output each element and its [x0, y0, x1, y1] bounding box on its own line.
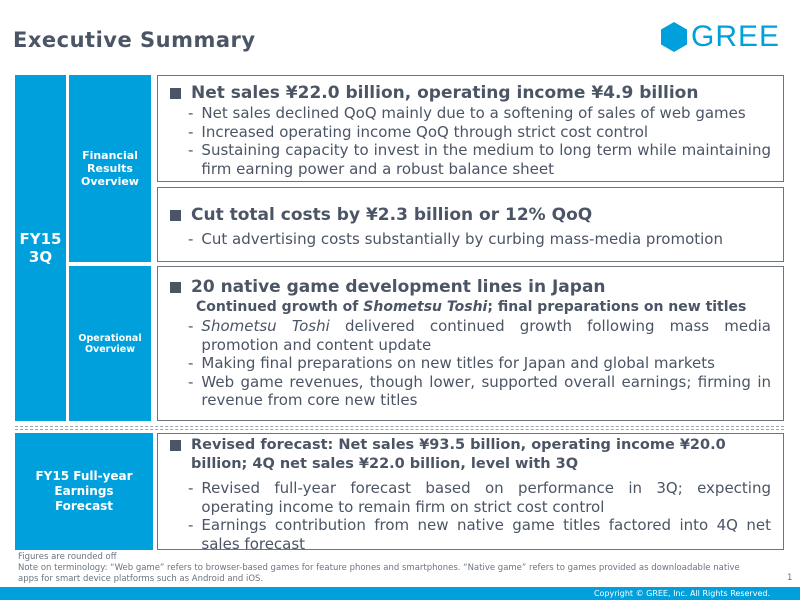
- list-item: - Shometsu Toshi delivered continued grow…: [188, 317, 771, 354]
- page-number: 1: [787, 573, 793, 583]
- square-bullet-icon: [170, 210, 181, 221]
- divider: [15, 426, 784, 427]
- gree-logo: GREE: [661, 20, 780, 54]
- cost-box: Cut total costs by ¥2.3 billion or 12% Q…: [157, 187, 784, 262]
- square-bullet-icon: [170, 282, 181, 293]
- box-heading: Cut total costs by ¥2.3 billion or 12% Q…: [191, 205, 593, 225]
- list-item: - Increased operating income QoQ through …: [188, 122, 649, 141]
- list-item: - Earnings contribution from new native g…: [188, 516, 771, 553]
- list-item: - Sustaining capacity to invest in the me…: [188, 141, 771, 178]
- list-item: - Cut advertising costs substantially by …: [188, 230, 723, 248]
- list-item: - Web game revenues, though lower, suppor…: [188, 372, 771, 410]
- logo-text: GREE: [691, 20, 781, 53]
- footnote-rounding: Figures are rounded off: [18, 552, 117, 562]
- list-item: - Revised full-year forecast based on per…: [188, 479, 771, 516]
- square-bullet-icon: [170, 440, 181, 451]
- list-item: - Making final preparations on new titles…: [188, 354, 715, 372]
- box-heading: Revised forecast: Net sales ¥93.5 billio…: [191, 437, 726, 472]
- financial-summary-box: Net sales ¥22.0 billion, operating incom…: [157, 75, 784, 182]
- divider: [15, 429, 784, 430]
- list-item: - Net sales declined QoQ mainly due to a …: [188, 104, 746, 122]
- box-heading: Net sales ¥22.0 billion, operating incom…: [191, 83, 699, 103]
- copyright-footer: Copyright © GREE, Inc. All Rights Reserv…: [0, 587, 800, 600]
- section-operational: Operational Overview: [69, 266, 151, 421]
- operational-box: 20 native game development lines in Japa…: [157, 266, 784, 421]
- box-subheading: Continued growth of Shometsu Toshi; fina…: [196, 299, 747, 315]
- footnote-terminology: Note on terminology: “Web game” refers t…: [18, 563, 740, 584]
- section-financial: Financial Results Overview: [69, 75, 151, 262]
- hexagon-logo-icon: [661, 22, 687, 52]
- box-heading: 20 native game development lines in Japa…: [191, 277, 606, 297]
- square-bullet-icon: [170, 88, 181, 99]
- section-forecast: FY15 Full-year Earnings Forecast: [15, 433, 153, 550]
- period-label: FY15 3Q: [15, 75, 66, 421]
- page-title: Executive Summary: [13, 28, 256, 52]
- forecast-box: Revised forecast: Net sales ¥93.5 billio…: [157, 433, 784, 553]
